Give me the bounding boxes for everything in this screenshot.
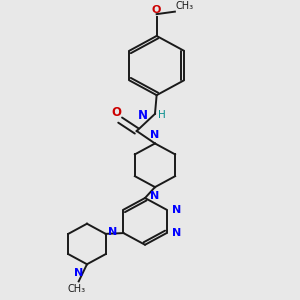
Text: H: H	[158, 110, 166, 120]
Text: N: N	[150, 130, 160, 140]
Text: N: N	[150, 191, 160, 201]
Text: N: N	[172, 228, 181, 238]
Text: O: O	[112, 106, 122, 118]
Text: N: N	[172, 205, 181, 215]
Text: N: N	[108, 227, 118, 237]
Text: N: N	[138, 109, 148, 122]
Text: O: O	[152, 5, 161, 15]
Text: CH₃: CH₃	[176, 1, 194, 11]
Text: N: N	[74, 268, 84, 278]
Text: CH₃: CH₃	[68, 284, 86, 294]
